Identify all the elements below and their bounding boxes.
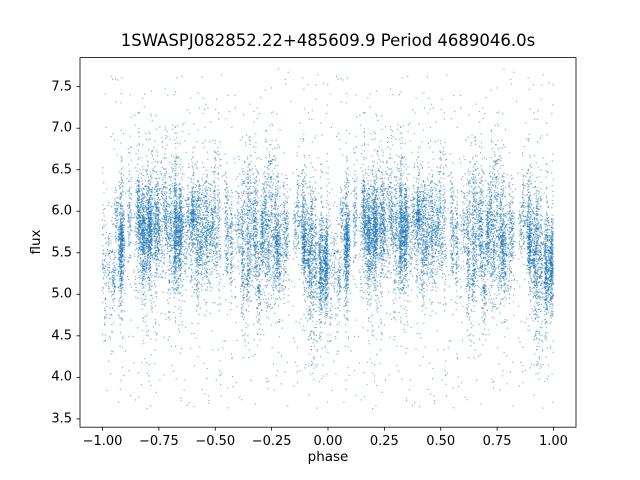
x-tick-label: 0.00 bbox=[313, 434, 343, 450]
x-tick-label: 0.25 bbox=[369, 434, 399, 450]
x-tick-label: −0.50 bbox=[195, 434, 236, 450]
y-tick-label: 4.0 bbox=[51, 369, 72, 385]
chart-title: 1SWASPJ082852.22+485609.9 Period 4689046… bbox=[120, 31, 536, 50]
x-tick-label: −0.75 bbox=[138, 434, 179, 450]
x-tick-label: 0.50 bbox=[426, 434, 456, 450]
y-tick-label: 5.5 bbox=[51, 245, 72, 261]
y-tick-label: 3.5 bbox=[51, 411, 72, 427]
x-tick-label: −0.25 bbox=[251, 434, 292, 450]
x-tick-label: −1.00 bbox=[82, 434, 123, 450]
y-tick-label: 5.0 bbox=[51, 286, 72, 302]
y-tick-label: 4.5 bbox=[51, 328, 72, 344]
y-tick-label: 7.0 bbox=[51, 120, 72, 136]
y-tick-label: 6.5 bbox=[51, 162, 72, 178]
x-tick-label: 0.75 bbox=[482, 434, 512, 450]
x-tick-label: 1.00 bbox=[538, 434, 568, 450]
x-axis-label: phase bbox=[307, 449, 349, 465]
y-tick-label: 7.5 bbox=[51, 79, 72, 95]
y-axis-label: flux bbox=[28, 229, 44, 255]
y-tick-label: 6.0 bbox=[51, 203, 72, 219]
